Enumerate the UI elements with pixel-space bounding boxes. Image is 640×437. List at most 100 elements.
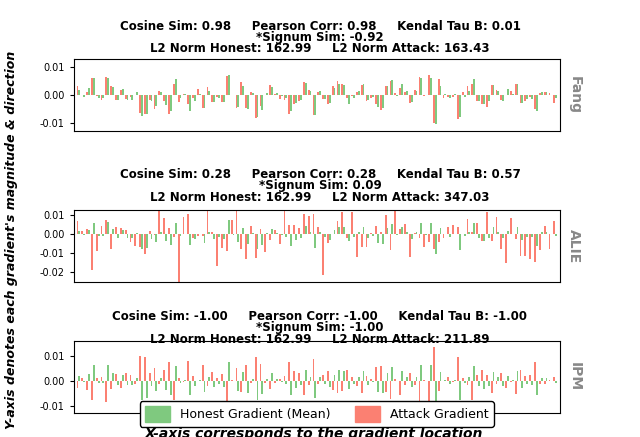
Bar	[472, 84, 474, 95]
Bar	[226, 234, 228, 251]
Bar	[226, 381, 228, 406]
Bar	[173, 84, 175, 95]
Bar	[478, 95, 480, 101]
Bar	[211, 232, 213, 234]
Bar	[117, 95, 119, 100]
Bar	[385, 381, 387, 392]
Bar	[555, 234, 557, 236]
Bar	[545, 378, 547, 381]
Bar	[266, 233, 268, 234]
Bar	[289, 95, 291, 114]
Bar	[478, 381, 480, 386]
Bar	[79, 90, 80, 95]
Bar	[127, 95, 129, 100]
Bar	[221, 95, 223, 102]
Bar	[221, 234, 223, 248]
Bar	[353, 234, 355, 237]
Bar	[375, 367, 377, 381]
Bar	[394, 93, 396, 95]
Bar	[346, 95, 348, 98]
Bar	[536, 381, 538, 395]
Bar	[555, 381, 557, 383]
Bar	[131, 234, 133, 238]
Bar	[502, 95, 504, 101]
Bar	[467, 381, 468, 385]
Bar	[189, 381, 191, 395]
Bar	[343, 371, 345, 381]
Bar	[495, 381, 497, 384]
Bar	[100, 95, 102, 100]
Bar	[308, 216, 310, 234]
Bar	[88, 229, 90, 234]
Bar	[218, 95, 220, 98]
Bar	[150, 95, 152, 101]
Bar	[447, 227, 449, 234]
Bar	[529, 95, 531, 97]
Bar	[348, 381, 350, 389]
Bar	[399, 229, 401, 234]
Bar	[476, 375, 478, 381]
Bar	[83, 234, 85, 236]
Bar	[385, 86, 387, 95]
Bar	[257, 234, 259, 249]
Bar	[264, 234, 266, 252]
Bar	[327, 95, 329, 104]
Bar	[182, 94, 184, 95]
Bar	[96, 378, 98, 381]
Bar	[411, 95, 413, 102]
Bar	[192, 376, 194, 381]
Bar	[96, 95, 98, 96]
Bar	[93, 365, 95, 381]
Bar	[129, 234, 131, 242]
Bar	[266, 379, 268, 381]
Bar	[512, 94, 514, 95]
Bar	[493, 371, 495, 381]
Bar	[411, 234, 413, 239]
Bar	[459, 234, 461, 250]
Bar	[342, 84, 343, 95]
Bar	[156, 234, 157, 242]
Bar	[468, 232, 470, 234]
Bar	[131, 95, 133, 100]
Bar	[110, 381, 112, 389]
Bar	[324, 381, 326, 385]
Bar	[305, 370, 307, 381]
Bar	[314, 381, 316, 398]
Bar	[168, 228, 170, 234]
Bar	[160, 92, 162, 95]
Text: X-axis corresponds to the gradient location: X-axis corresponds to the gradient locat…	[145, 427, 483, 437]
Bar	[236, 203, 237, 234]
Bar	[413, 233, 415, 234]
Bar	[88, 374, 90, 381]
Bar	[467, 86, 468, 95]
Bar	[108, 222, 109, 234]
Bar	[154, 95, 156, 109]
Bar	[298, 228, 300, 234]
Bar	[189, 95, 191, 111]
Bar	[361, 85, 362, 95]
Bar	[440, 372, 442, 381]
Bar	[127, 234, 129, 238]
Bar	[261, 381, 263, 394]
Bar	[333, 230, 335, 234]
Bar	[98, 381, 99, 383]
Bar	[452, 381, 454, 382]
Bar	[106, 220, 108, 234]
Bar	[534, 234, 536, 262]
Bar	[433, 234, 435, 249]
Bar	[260, 229, 261, 234]
Bar	[120, 381, 122, 388]
Bar	[149, 373, 150, 381]
Bar	[377, 95, 379, 108]
Bar	[534, 95, 536, 109]
Bar	[351, 378, 353, 381]
Bar	[329, 234, 331, 239]
Bar	[365, 376, 367, 381]
Bar	[144, 234, 146, 254]
Bar	[242, 86, 244, 95]
Bar	[457, 95, 459, 119]
Bar	[367, 234, 369, 238]
Bar	[536, 95, 538, 111]
Bar	[271, 373, 273, 381]
Bar	[348, 234, 350, 241]
